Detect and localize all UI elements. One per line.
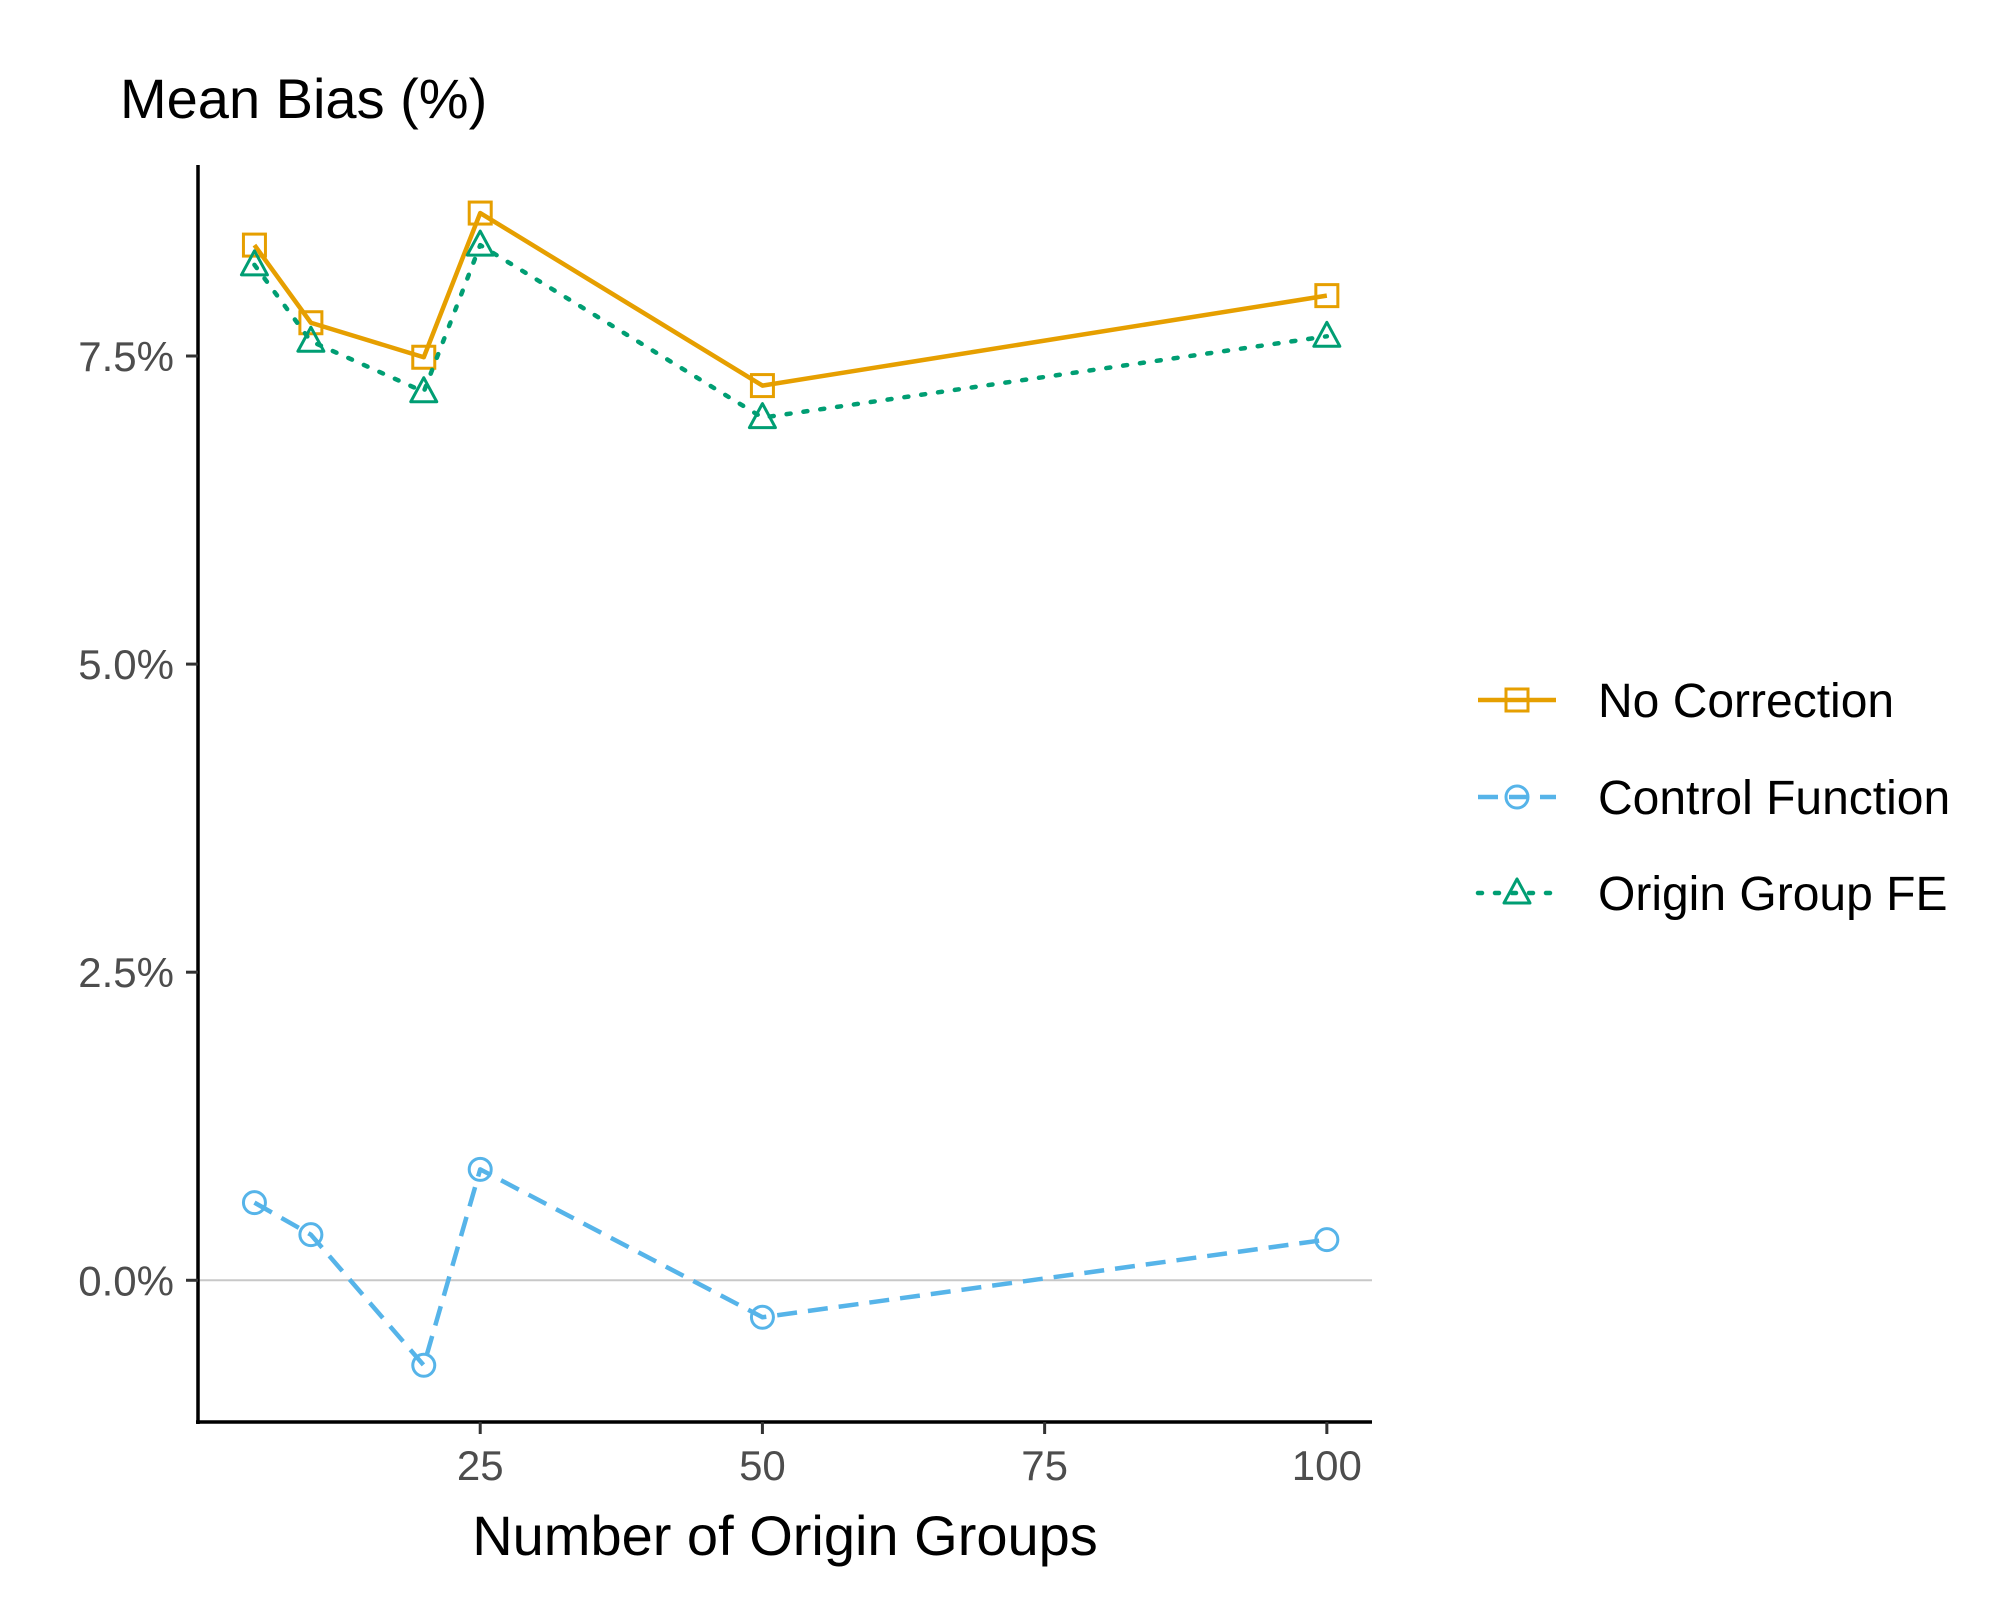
legend-label: No Correction <box>1598 675 1894 728</box>
data-point <box>296 325 326 353</box>
legend-label: Origin Group FE <box>1598 868 1947 921</box>
legend-item: Origin Group FE <box>1475 868 1947 921</box>
x-tick-label: 25 <box>457 1442 504 1489</box>
x-tick-label: 50 <box>739 1442 786 1489</box>
series-1 <box>241 1156 1340 1378</box>
data-point <box>1314 283 1340 309</box>
data-point <box>241 1190 267 1216</box>
series-line <box>252 242 1330 420</box>
data-point <box>298 1222 324 1248</box>
data-point <box>298 310 324 336</box>
legend-label: Control Function <box>1598 772 1950 825</box>
x-tick-label: 75 <box>1021 1442 1068 1489</box>
legend-item: No Correction <box>1478 675 1894 728</box>
data-point <box>409 376 439 404</box>
x-axis-title: Number of Origin Groups <box>472 1504 1098 1567</box>
data-point <box>467 200 493 226</box>
data-point <box>749 373 775 399</box>
data-point <box>747 402 777 430</box>
data-point <box>411 1352 437 1378</box>
legend: No Correction Control Function Origin Grou… <box>1475 675 1950 921</box>
series-line <box>252 210 1328 388</box>
y-tick-label: 7.5% <box>78 333 174 380</box>
legend-item: Control Function <box>1478 772 1950 825</box>
data-point <box>749 1304 775 1330</box>
series-2 <box>239 229 1342 430</box>
series-line <box>253 1167 1328 1368</box>
data-point <box>1312 320 1342 348</box>
x-tick-label: 100 <box>1292 1442 1362 1489</box>
data-point <box>239 249 269 277</box>
legend-key-marker <box>1504 687 1530 713</box>
y-tick-label: 0.0% <box>78 1257 174 1304</box>
data-point <box>241 232 267 258</box>
y-tick-label: 2.5% <box>78 949 174 996</box>
data-point <box>1314 1227 1340 1253</box>
y-tick-label: 5.0% <box>78 641 174 688</box>
series-0 <box>241 200 1340 399</box>
legend-key-marker <box>1502 877 1532 905</box>
data-point <box>467 1156 493 1182</box>
data-point <box>465 229 495 257</box>
legend-key-marker <box>1504 784 1530 810</box>
plot-area: 0.0% 2.5% 5.0% 7.5% 25 50 75 100 <box>78 165 1372 1489</box>
chart-title: Mean Bias (%) <box>120 67 487 130</box>
